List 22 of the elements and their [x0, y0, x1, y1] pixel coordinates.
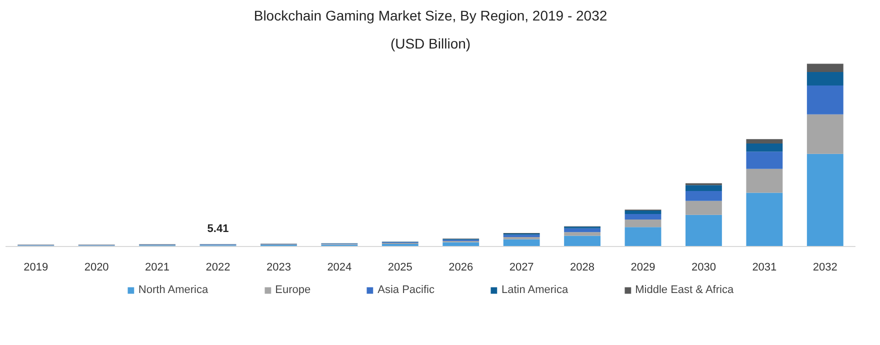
legend-label: North America [138, 284, 208, 296]
x-tick-label: 2028 [570, 262, 595, 274]
legend-label: Europe [275, 284, 311, 296]
x-tick-label: 2023 [266, 262, 291, 274]
legend-label: Middle East & Africa [635, 284, 734, 296]
x-tick-label: 2024 [327, 262, 352, 274]
legend-label: Asia Pacific [378, 284, 434, 296]
x-tick-label: 2030 [691, 262, 716, 274]
x-tick-label: 2026 [448, 262, 474, 274]
x-tick-label: 2032 [812, 262, 838, 274]
x-tick-label: 2029 [630, 262, 656, 274]
x-tick-label: 2027 [509, 262, 534, 274]
x-tick-label: 2025 [388, 262, 412, 274]
chart-subtitle: (USD Billion) [390, 36, 471, 52]
x-tick-label: 2022 [206, 262, 230, 274]
x-tick-label: 2031 [752, 262, 777, 274]
chart-title: Blockchain Gaming Market Size, By Region, 2019 - 2032 [254, 8, 608, 24]
x-tick-label: 2020 [84, 262, 109, 274]
x-tick-label: 2021 [145, 262, 170, 274]
legend-label: Latin America [501, 284, 568, 296]
annotation: 5.41 [207, 223, 229, 236]
x-tick-label: 2019 [24, 262, 48, 274]
